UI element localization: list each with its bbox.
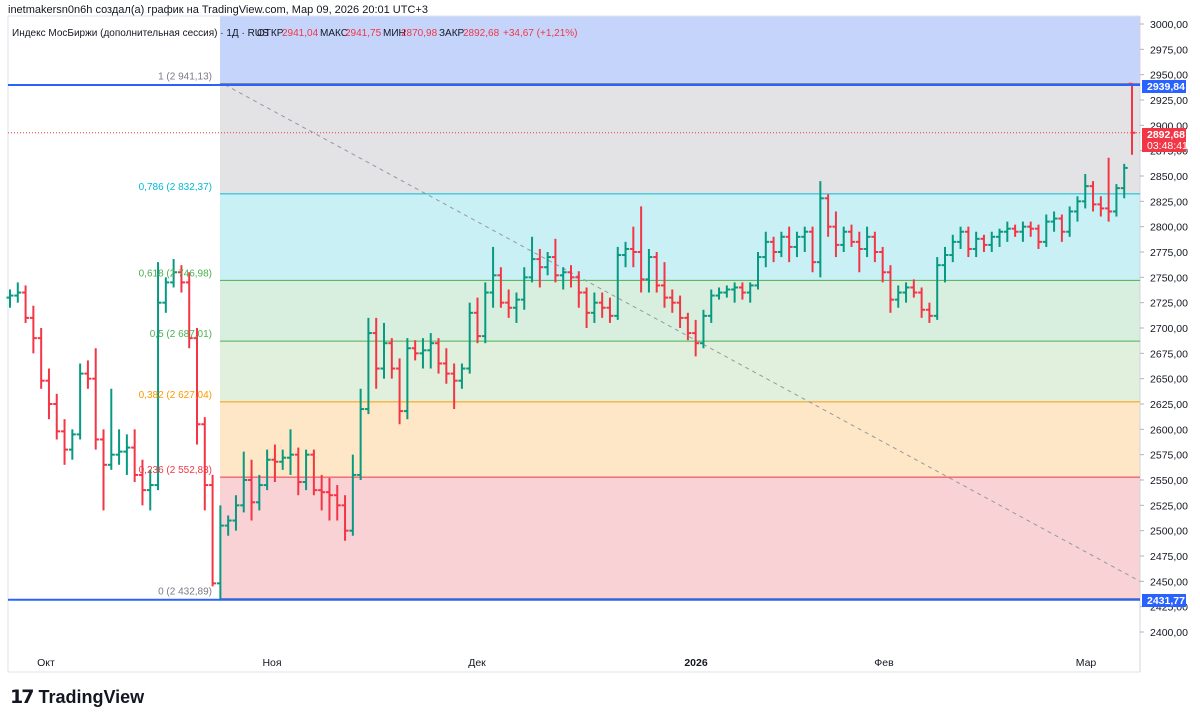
- price-tags: 2939,84 2892,68 03:48:41 2431,77: [1142, 80, 1188, 607]
- x-tick-label: Ноя: [262, 657, 281, 669]
- tradingview-logo-text: TradingView: [38, 686, 145, 707]
- chart-attribution: inetmakersn0n6h создал(а) график на Trad…: [8, 4, 428, 16]
- x-axis[interactable]: Окт Ноя Дек 2026 Фев Мар: [37, 657, 1096, 669]
- y-tick-label: 2400,00: [1150, 627, 1188, 639]
- x-tick-label: Мар: [1076, 657, 1097, 669]
- x-tick-label: Окт: [37, 657, 55, 669]
- fib-label: 0,382 (2 627,04): [139, 390, 212, 401]
- horizontal-lines: [8, 83, 1140, 601]
- y-tick-label: 2950,00: [1150, 70, 1188, 82]
- legend-close-label: ЗАКР: [439, 28, 465, 39]
- y-tick-label: 2925,00: [1150, 95, 1188, 107]
- y-tick-label: 2475,00: [1150, 551, 1188, 563]
- fib-labels: 1 (2 941,13) 0,786 (2 832,37) 0,618 (2 746…: [139, 72, 212, 598]
- fib-label: 0,236 (2 552,83): [139, 465, 212, 476]
- y-tick-label: 2725,00: [1150, 298, 1188, 310]
- bottom-line-tag-text: 2431,77: [1147, 595, 1185, 607]
- fib-label: 0,618 (2 746,98): [139, 268, 212, 279]
- y-tick-label: 2575,00: [1150, 450, 1188, 462]
- fib-label: 0,5 (2 687,01): [150, 329, 212, 340]
- y-tick-label: 2750,00: [1150, 272, 1188, 284]
- y-tick-label: 2650,00: [1150, 374, 1188, 386]
- legend-close-value: 2892,68: [463, 28, 500, 39]
- y-tick-label: 2700,00: [1150, 323, 1188, 335]
- y-tick-label: 3000,00: [1150, 19, 1188, 31]
- last-price-tag: [1142, 128, 1186, 152]
- x-tick-label: 2026: [684, 657, 708, 669]
- fib-zone: [220, 193, 1140, 281]
- y-tick-label: 2525,00: [1150, 500, 1188, 512]
- bottom-line-tag: [1142, 594, 1186, 607]
- fib-zone: [220, 401, 1140, 478]
- y-tick-label: 2625,00: [1150, 399, 1188, 411]
- fib-lines: [220, 83, 1140, 600]
- legend-symbol: Индекс МосБиржи (дополнительная сессия) …: [12, 28, 269, 39]
- legend: Индекс МосБиржи (дополнительная сессия) …: [12, 28, 578, 39]
- y-tick-label: 2550,00: [1150, 475, 1188, 487]
- fib-label: 1 (2 941,13): [158, 72, 212, 83]
- y-tick-label: 2675,00: [1150, 348, 1188, 360]
- tradingview-logo[interactable]: 17 TradingView: [10, 686, 144, 708]
- y-tick-label: 2775,00: [1150, 247, 1188, 259]
- legend-high-value: 2941,75: [345, 28, 382, 39]
- fib-label: 0 (2 432,89): [158, 587, 212, 598]
- countdown-text: 03:48:41: [1147, 140, 1188, 152]
- legend-open-label: ОТКР: [257, 28, 284, 39]
- fib-zones: [220, 16, 1140, 599]
- top-line-tag-text: 2939,84: [1147, 81, 1185, 93]
- y-tick-label: 2600,00: [1150, 424, 1188, 436]
- fib-zone-top: [220, 16, 1140, 84]
- legend-change: +34,67 (+1,21%): [503, 28, 578, 39]
- y-tick-label: 2500,00: [1150, 526, 1188, 538]
- y-tick-label: 2450,00: [1150, 576, 1188, 588]
- x-tick-label: Дек: [468, 657, 486, 669]
- fib-zone: [220, 83, 1140, 194]
- y-tick-label: 2850,00: [1150, 171, 1188, 183]
- fib-label: 0,786 (2 832,37): [139, 182, 212, 193]
- fib-zone: [220, 341, 1140, 402]
- top-line-tag: [1142, 80, 1186, 93]
- legend-high-label: МАКС: [320, 28, 348, 39]
- legend-low-label: МИН: [383, 28, 406, 39]
- y-axis[interactable]: 3000,002975,002950,002925,002900,002875,…: [1140, 19, 1188, 639]
- y-tick-label: 2975,00: [1150, 44, 1188, 56]
- last-price-tag-text: 2892,68: [1147, 129, 1185, 141]
- ohlc-bars: [6, 82, 1136, 600]
- x-tick-label: Фев: [874, 657, 894, 669]
- trend-line: [224, 84, 1141, 582]
- trendline: [224, 84, 1141, 582]
- legend-open-value: 2941,04: [282, 28, 319, 39]
- fib-zone: [220, 477, 1140, 599]
- y-tick-label: 2825,00: [1150, 196, 1188, 208]
- legend-low-value: 2870,98: [401, 28, 438, 39]
- y-tick-label: 2800,00: [1150, 222, 1188, 234]
- tradingview-logo-icon: 17: [10, 686, 34, 708]
